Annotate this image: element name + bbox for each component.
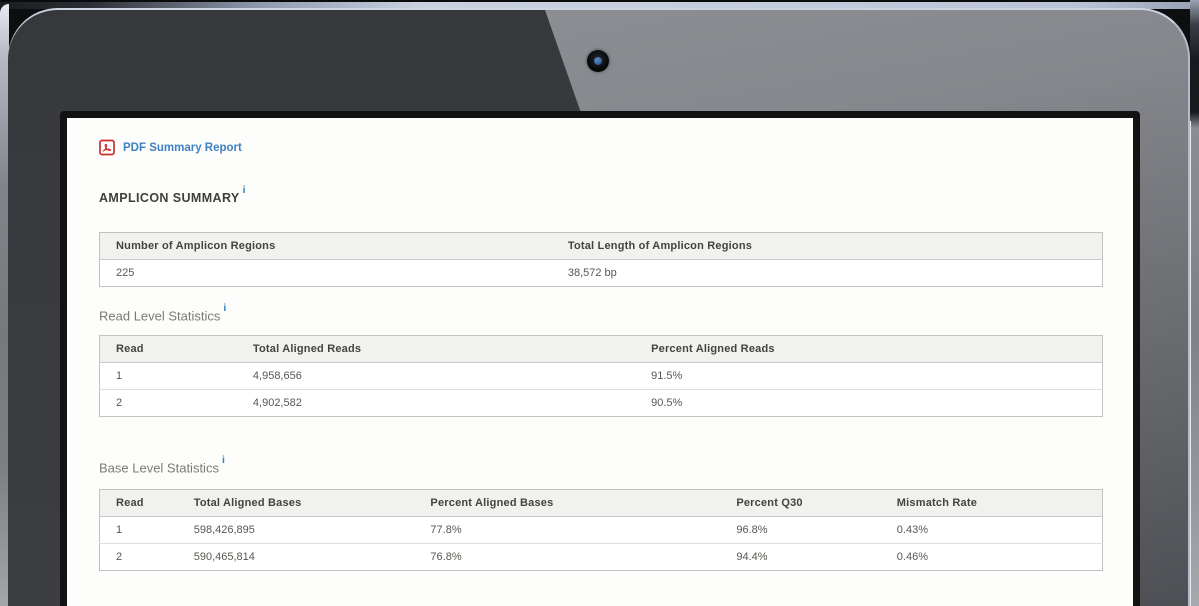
table-cell: 598,426,895 — [193, 523, 255, 536]
table-cell: 225 — [116, 267, 135, 280]
table-cell: 4,902,582 — [236, 389, 636, 417]
pdf-link-label: PDF Summary Report — [123, 141, 242, 154]
table-header-row: Read Total Aligned Reads Percent Aligned… — [99, 335, 1103, 364]
column-header: Total Length of Amplicon Regions — [551, 232, 1103, 261]
table-cell: 94.4% — [720, 542, 881, 571]
table-row: 1 598,426,895 77.8% 96.8% 0.43% — [100, 516, 1103, 543]
table-cell: 76.8% — [414, 542, 721, 571]
table-cell: 0.43% — [896, 523, 928, 536]
tablet-top-edge — [0, 0, 1199, 9]
info-icon[interactable]: i — [223, 302, 227, 315]
table-cell: 0.46% — [880, 542, 1103, 571]
read-level-statistics-table: Read Total Aligned Reads Percent Aligned… — [99, 335, 1103, 418]
column-header: Mismatch Rate — [880, 489, 1103, 517]
base-level-statistics-table: Read Total Aligned Bases Percent Aligned… — [99, 488, 1103, 571]
column-header: Read — [99, 335, 237, 364]
table-cell: 1 — [116, 523, 123, 536]
table-header-row: Number of Amplicon Regions Total Length … — [99, 232, 1103, 261]
column-header: Read — [99, 489, 178, 517]
page-title: AMPLICON SUMMARYi — [99, 184, 1103, 206]
camera-lens — [594, 57, 602, 65]
amplicon-summary-table: Number of Amplicon Regions Total Length … — [99, 232, 1103, 288]
pdf-file-icon — [99, 139, 115, 156]
front-camera-icon — [587, 50, 609, 72]
table-cell: 96.8% — [736, 523, 768, 536]
read-level-statistics-label: Read Level Statisticsi — [99, 302, 1103, 324]
table-cell: 2 — [99, 389, 237, 417]
column-header: Percent Aligned Bases — [414, 489, 721, 517]
section-label-text: Read Level Statistics — [99, 308, 221, 324]
column-header: Percent Aligned Reads — [635, 335, 1103, 364]
table-row: 2 4,902,582 90.5% — [99, 389, 1103, 417]
table-cell: 1 — [116, 370, 123, 383]
column-header: Percent Q30 — [720, 489, 881, 517]
base-level-statistics-label: Base Level Statisticsi — [99, 454, 1103, 476]
info-icon[interactable]: i — [221, 454, 225, 467]
tablet-left-rim — [0, 4, 9, 606]
table-cell: 90.5% — [635, 389, 1103, 417]
table-cell: 2 — [99, 542, 178, 571]
table-cell: 77.8% — [430, 523, 462, 536]
table-cell: 590,465,814 — [177, 542, 415, 571]
tablet-right-rim-highlight — [1190, 121, 1191, 606]
column-header: Total Aligned Bases — [177, 489, 415, 517]
info-icon[interactable]: i — [242, 184, 246, 196]
table-row: 1 4,958,656 91.5% — [100, 363, 1103, 390]
table-cell: 91.5% — [651, 370, 683, 383]
pdf-summary-report-link[interactable]: PDF Summary Report — [99, 139, 242, 156]
report-page: PDF Summary Report AMPLICON SUMMARYi Num… — [67, 118, 1133, 571]
background-right-strip — [1190, 0, 1199, 606]
table-cell: 4,958,656 — [252, 370, 302, 383]
table-header-row: Read Total Aligned Bases Percent Aligned… — [99, 489, 1103, 517]
table-row: 2 590,465,814 76.8% 94.4% 0.46% — [99, 542, 1103, 571]
column-header: Number of Amplicon Regions — [99, 232, 552, 261]
table-cell: 38,572 bp — [567, 267, 617, 280]
table-row: 225 38,572 bp — [100, 260, 1103, 287]
tablet-screen: PDF Summary Report AMPLICON SUMMARYi Num… — [60, 111, 1140, 606]
column-header: Total Aligned Reads — [236, 335, 636, 364]
section-label-text: Base Level Statistics — [99, 460, 219, 476]
page-title-text: AMPLICON SUMMARY — [99, 191, 240, 206]
